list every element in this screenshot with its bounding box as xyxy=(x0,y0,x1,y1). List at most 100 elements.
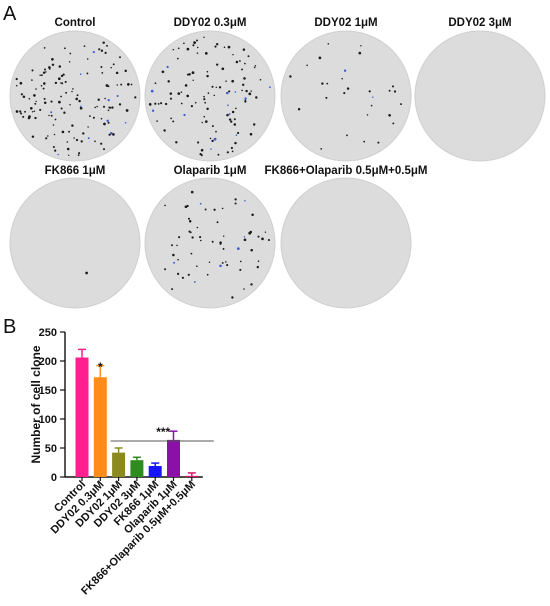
colony-dot xyxy=(196,39,198,42)
colony-dot xyxy=(169,92,173,95)
colony-dot xyxy=(124,121,127,124)
colony-dot xyxy=(306,64,308,67)
colony-dot xyxy=(217,153,220,156)
colony-dot xyxy=(341,78,343,80)
dish-label: Olaparib 1μM xyxy=(174,165,247,177)
colony-dot xyxy=(197,141,200,144)
colony-dot xyxy=(215,130,217,133)
colony-dot xyxy=(206,273,209,276)
colony-dot xyxy=(105,84,109,87)
colony-dot xyxy=(250,90,252,92)
colony-dot xyxy=(209,137,212,140)
colony-dot xyxy=(178,236,181,239)
colony-dot xyxy=(261,237,264,241)
colony-dot xyxy=(47,135,49,137)
colony-dot xyxy=(203,36,205,39)
colony-dot xyxy=(163,129,166,132)
colony-dot xyxy=(221,67,225,71)
colony-dot xyxy=(192,79,194,82)
colony-dot xyxy=(327,43,330,45)
colony-dot xyxy=(116,84,119,86)
colony-dot xyxy=(108,133,111,136)
colony-dot xyxy=(228,118,232,121)
colony-dot xyxy=(244,62,246,65)
colony-dot xyxy=(154,102,157,105)
colony-dot xyxy=(191,236,194,239)
colony-dot xyxy=(222,235,225,237)
colony-dot xyxy=(250,283,253,286)
colony-dot xyxy=(190,190,194,194)
colony-dot xyxy=(100,66,103,68)
colony-dot xyxy=(50,114,53,117)
colony-dot xyxy=(73,137,75,139)
colony-dot xyxy=(226,151,229,154)
colony-dot xyxy=(247,55,250,58)
colony-dot xyxy=(206,70,209,73)
colony-dot xyxy=(65,91,68,94)
colony-dot xyxy=(234,198,237,201)
colony-dot xyxy=(72,88,74,90)
colony-dot xyxy=(215,86,218,89)
colony-dot xyxy=(33,94,36,97)
colony-dot xyxy=(244,199,246,202)
colony-dot xyxy=(57,153,59,156)
colony-dot xyxy=(203,115,206,118)
colony-dot xyxy=(54,118,57,121)
colony-dot xyxy=(151,109,155,112)
colony-dot xyxy=(104,51,107,55)
colony-dot xyxy=(68,154,70,156)
dish-plate xyxy=(414,30,546,162)
colony-dot xyxy=(190,252,193,255)
colony-dot xyxy=(94,140,96,143)
colony-dot xyxy=(100,49,104,52)
colony-dot xyxy=(78,99,81,103)
colony-dot xyxy=(100,142,103,145)
colony-dot xyxy=(92,116,95,119)
colony-dot xyxy=(203,95,205,98)
colony-dot xyxy=(239,260,242,263)
colony-dot xyxy=(186,94,190,98)
colony-dot xyxy=(203,98,206,101)
colony-dot xyxy=(226,113,229,117)
colony-dot xyxy=(58,100,61,104)
y-tick-label: 250 xyxy=(39,327,57,339)
colony-dot xyxy=(80,105,82,108)
colony-dot xyxy=(250,248,253,252)
colony-dot xyxy=(115,71,119,75)
colony-dot xyxy=(180,91,183,93)
bar xyxy=(75,357,89,477)
colony-dot xyxy=(69,52,72,55)
colony-dot xyxy=(100,117,103,120)
colony-dot xyxy=(196,265,198,267)
colony-dot xyxy=(33,110,36,112)
colony-dot xyxy=(34,102,37,105)
dish-plate xyxy=(280,30,412,162)
dish-label: DDY02 1μM xyxy=(314,17,377,29)
colony-dot xyxy=(325,96,328,99)
colony-dot xyxy=(193,281,196,283)
colony-dot xyxy=(34,116,37,120)
colony-dot xyxy=(366,114,369,116)
colony-dot xyxy=(228,90,231,93)
petri-dish: DDY02 3μM xyxy=(414,17,546,162)
colony-dot xyxy=(111,106,114,109)
colony-dot xyxy=(45,137,48,140)
significance-marker: *** xyxy=(156,425,170,439)
colony-dot xyxy=(103,122,106,126)
colony-dot xyxy=(208,261,211,263)
colony-dot xyxy=(31,111,34,113)
colony-dot xyxy=(242,48,246,51)
colony-dot xyxy=(60,74,64,78)
colony-dot xyxy=(289,75,292,78)
petri-dish: Olaparib 1μM xyxy=(144,165,276,309)
colony-dot xyxy=(19,110,22,113)
colony-dot xyxy=(228,113,231,115)
colony-dot xyxy=(211,240,214,243)
dish-label: DDY02 3μM xyxy=(448,17,511,29)
y-axis-title: Number of cell clone xyxy=(29,345,43,463)
y-tick-label: 0 xyxy=(51,472,57,484)
colony-dot xyxy=(28,97,31,100)
colony-dot xyxy=(241,68,243,71)
colony-dot xyxy=(164,204,166,207)
